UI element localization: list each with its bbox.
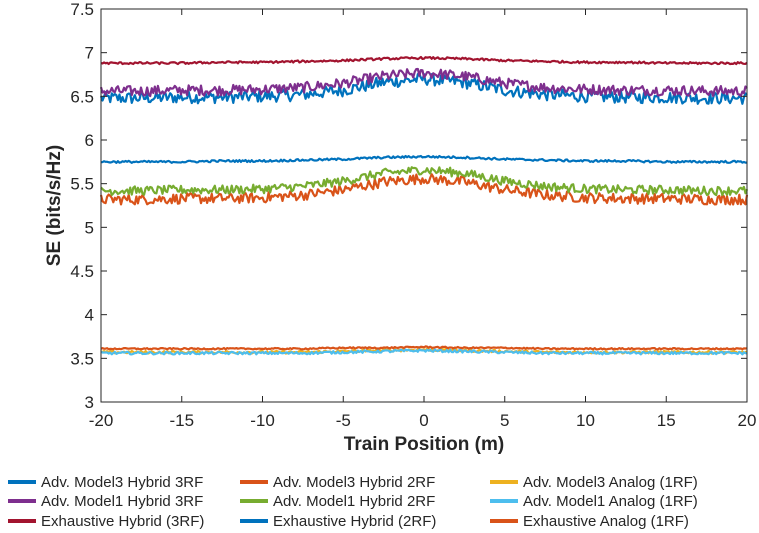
legend-label: Adv. Model3 Analog (1RF) bbox=[523, 474, 698, 491]
y-tick-label: 3 bbox=[85, 393, 94, 412]
x-tick-label: 20 bbox=[738, 411, 757, 430]
legend: Adv. Model3 Hybrid 3RF Adv. Model3 Hybrid… bbox=[8, 474, 698, 530]
x-tick-label: 0 bbox=[419, 411, 428, 430]
legend-label: Exhaustive Analog (1RF) bbox=[523, 513, 689, 530]
legend-label: Adv. Model1 Analog (1RF) bbox=[523, 493, 698, 510]
series-line bbox=[100, 348, 748, 356]
series-line bbox=[100, 154, 748, 164]
axis-ticks: -20 -15 -10 -5 0 5 10 15 20 3 3.5 4 4.5 5 5.5 6 6.5 7 7.5 bbox=[70, 0, 756, 430]
y-tick-label: 5 bbox=[85, 218, 94, 237]
y-tick-label: 7.5 bbox=[70, 0, 94, 19]
legend-label: Adv. Model1 Hybrid 2RF bbox=[273, 493, 435, 510]
x-tick-label: -10 bbox=[250, 411, 275, 430]
x-tick-label: 5 bbox=[500, 411, 509, 430]
x-tick-label: -15 bbox=[169, 411, 194, 430]
legend-label: Exhaustive Hybrid (3RF) bbox=[41, 513, 204, 530]
x-tick-label: 10 bbox=[576, 411, 595, 430]
x-axis-label: Train Position (m) bbox=[344, 434, 504, 455]
y-tick-label: 6 bbox=[85, 131, 94, 150]
legend-label: Adv. Model3 Hybrid 3RF bbox=[41, 474, 203, 491]
series-line bbox=[99, 173, 749, 206]
series-line bbox=[99, 67, 748, 98]
y-axis-label: SE (bits/s/Hz) bbox=[44, 145, 65, 266]
y-tick-label: 6.5 bbox=[70, 87, 94, 106]
y-tick-label: 3.5 bbox=[70, 349, 94, 368]
y-tick-label: 4 bbox=[85, 306, 94, 325]
y-tick-label: 5.5 bbox=[70, 175, 94, 194]
plot-lines bbox=[99, 55, 749, 356]
x-tick-label: 15 bbox=[657, 411, 676, 430]
x-tick-label: -20 bbox=[89, 411, 114, 430]
series-line bbox=[100, 166, 749, 197]
legend-label: Adv. Model3 Hybrid 2RF bbox=[273, 474, 435, 491]
legend-label: Exhaustive Hybrid (2RF) bbox=[273, 513, 436, 530]
series-line bbox=[100, 55, 748, 66]
x-tick-label: -5 bbox=[336, 411, 351, 430]
legend-label: Adv. Model1 Hybrid 3RF bbox=[41, 493, 203, 510]
y-tick-label: 4.5 bbox=[70, 262, 94, 281]
series-line bbox=[100, 345, 748, 351]
y-tick-label: 7 bbox=[85, 44, 94, 63]
